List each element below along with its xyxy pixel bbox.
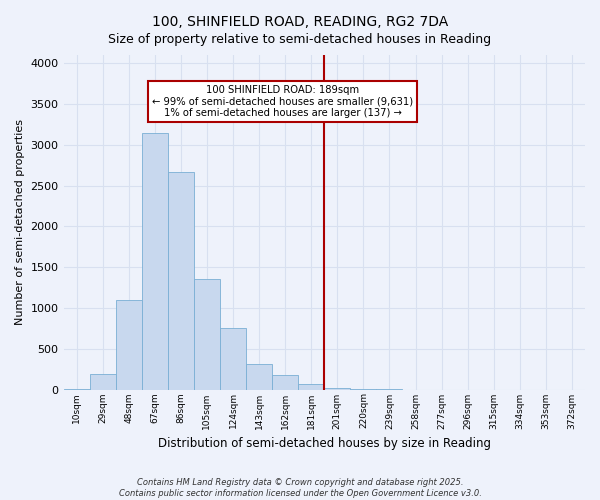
Text: 100 SHINFIELD ROAD: 189sqm
← 99% of semi-detached houses are smaller (9,631)
1% : 100 SHINFIELD ROAD: 189sqm ← 99% of semi… (152, 85, 413, 118)
Text: 100, SHINFIELD ROAD, READING, RG2 7DA: 100, SHINFIELD ROAD, READING, RG2 7DA (152, 15, 448, 29)
X-axis label: Distribution of semi-detached houses by size in Reading: Distribution of semi-detached houses by … (158, 437, 491, 450)
Bar (116, 300, 142, 390)
Bar (246, 364, 272, 390)
Bar (272, 375, 298, 390)
Bar (298, 384, 324, 390)
Bar (194, 278, 220, 390)
Y-axis label: Number of semi-detached properties: Number of semi-detached properties (15, 120, 25, 326)
Bar (220, 328, 246, 390)
Text: Size of property relative to semi-detached houses in Reading: Size of property relative to semi-detach… (109, 32, 491, 46)
Bar (324, 388, 350, 390)
Text: Contains HM Land Registry data © Crown copyright and database right 2025.
Contai: Contains HM Land Registry data © Crown c… (119, 478, 481, 498)
Bar (142, 132, 168, 390)
Bar (89, 374, 116, 390)
Bar (168, 172, 194, 390)
